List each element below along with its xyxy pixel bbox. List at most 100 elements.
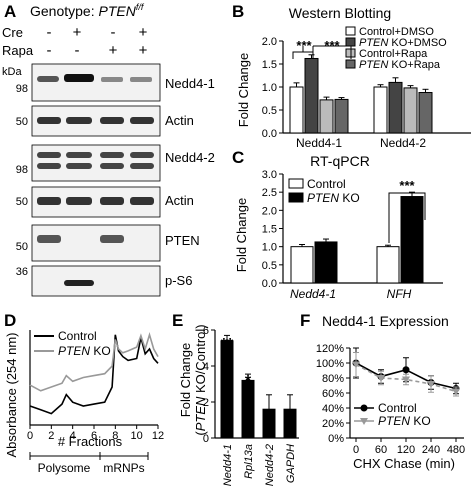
panel-c-ytick-label-0-0: 0.0 bbox=[262, 278, 277, 290]
band-actin2-lane4 bbox=[130, 197, 154, 205]
panel-e-bars bbox=[220, 334, 297, 439]
panel-e-ytick-label-2: 2 bbox=[203, 397, 209, 409]
rapa-sign-3: + bbox=[109, 42, 118, 59]
panel-b-legend-label-4: PTEN KO+Rapa bbox=[359, 59, 441, 71]
panel-d-axes: 0 2 4 6 8 10 12 bbox=[27, 330, 164, 442]
panel-c-legend-label-2: PTEN KO bbox=[307, 191, 360, 205]
cre-row-label: Cre bbox=[2, 25, 23, 40]
blot-label-nedd4-1: Nedd4-1 bbox=[165, 76, 215, 91]
bar-b-nedd4-2-s4 bbox=[418, 92, 433, 134]
blot-label-pten: PTEN bbox=[165, 233, 200, 248]
panel-f-lines bbox=[352, 347, 460, 397]
panel-e-ytick-label-4: 4 bbox=[203, 361, 209, 373]
panel-f-point-s2-0 bbox=[352, 361, 360, 369]
panel-c-axes: 0.0 0.5 1.0 1.5 2.0 2.5 3.0 Nedd4-1 NFH bbox=[262, 169, 443, 301]
panel-f-ytick-label-60: 60% bbox=[322, 388, 344, 400]
panel-d-xtick-label-2: 2 bbox=[48, 430, 54, 442]
genotype-label: Genotype: PTENf/f bbox=[30, 2, 145, 19]
panel-b-legend-swatch-2 bbox=[345, 37, 356, 47]
bar-c-nedd4-1-s2 bbox=[314, 241, 338, 284]
panel-f-point-s1-120 bbox=[402, 366, 410, 374]
panel-f-xlabel: CHX Chase (min) bbox=[353, 456, 455, 471]
bar-b-nedd4-2-s1 bbox=[373, 86, 388, 134]
panel-f-legend-marker-1 bbox=[360, 404, 368, 412]
bar-b-nedd4-1-s3 bbox=[319, 99, 334, 134]
band-nedd4-2-top-lane1 bbox=[37, 152, 61, 158]
panel-a-letter: A bbox=[4, 2, 16, 21]
sig-stars-c: *** bbox=[399, 178, 415, 193]
panel-b-ytick-label-0-5: 0.5 bbox=[262, 105, 277, 117]
panel-e-axes: 0 2 4 6 Nedd4-1 Rpl13a Nedd4-2 GAPDH bbox=[203, 325, 299, 486]
panel-f-legend-marker-2 bbox=[360, 418, 368, 425]
panel-c-ytick-label-3-0: 3.0 bbox=[262, 169, 277, 181]
band-nedd4-2-bot-lane2 bbox=[66, 163, 92, 169]
marker-98-a: 98 bbox=[16, 83, 28, 95]
panel-e-category-rpl13a: Rpl13a bbox=[243, 444, 255, 479]
panel-b-legend-label-3: Control+Rapa bbox=[359, 48, 428, 60]
bar-c-nfh-s2 bbox=[400, 196, 424, 284]
panel-c-ytick-label-0-5: 0.5 bbox=[262, 260, 277, 272]
panel-b-legend-label-1: Control+DMSO bbox=[359, 26, 434, 38]
marker-50-b: 50 bbox=[16, 196, 28, 208]
panel-f-point-s2-120 bbox=[402, 376, 410, 384]
panel-b-legend-swatch-4 bbox=[345, 59, 356, 69]
panel-b-letter: B bbox=[232, 2, 244, 21]
panel-c-category-nfh: NFH bbox=[387, 287, 412, 301]
panel-f-ytick-label-120: 120% bbox=[316, 343, 344, 355]
region-polysome: Polysome bbox=[38, 461, 91, 475]
bar-e-nedd4-2 bbox=[262, 408, 276, 439]
panel-f-ytick-label-80: 80% bbox=[322, 373, 344, 385]
panel-d-xtick-label-0: 0 bbox=[27, 430, 33, 442]
panel-c-legend-swatch-2 bbox=[288, 192, 304, 203]
panel-f-ytick-label-100: 100% bbox=[316, 358, 344, 370]
panel-c-category-nedd4-1: Nedd4-1 bbox=[290, 287, 336, 301]
band-actin2-lane3 bbox=[100, 197, 124, 205]
panel-f-xtick-label-120: 120 bbox=[397, 444, 415, 456]
panel-f-xtick-label-480: 480 bbox=[447, 444, 465, 456]
cre-sign-1: - bbox=[47, 24, 52, 41]
panel-e-category-nedd4-2: Nedd4-2 bbox=[264, 444, 276, 486]
blot-label-nedd4-2: Nedd4-2 bbox=[165, 150, 215, 165]
sig-bracket-c bbox=[388, 192, 426, 243]
band-nedd4-1-lane2 bbox=[64, 74, 94, 82]
panel-d-trace-1 bbox=[29, 334, 159, 415]
bar-b-nedd4-1-s2 bbox=[304, 57, 319, 134]
blot-label-actin-2: Actin bbox=[165, 193, 194, 208]
rapa-row-label: Rapa bbox=[2, 43, 34, 58]
panel-e-ytick-label-6: 6 bbox=[203, 325, 209, 337]
band-actin1-lane3 bbox=[100, 117, 124, 124]
band-actin1-lane1 bbox=[37, 117, 61, 124]
sig-bracket-b1 bbox=[292, 51, 314, 59]
panel-d-trace-2 bbox=[29, 332, 159, 392]
panel-f-point-s2-240 bbox=[427, 381, 435, 388]
panel-e-letter: E bbox=[172, 311, 183, 330]
cre-sign-4: + bbox=[139, 24, 148, 41]
panel-f-line-2 bbox=[355, 363, 457, 393]
panel-c-ytick-label-1-0: 1.0 bbox=[262, 242, 277, 254]
panel-b-legend-label-2: PTEN KO+DMSO bbox=[359, 37, 447, 49]
panel-d-xtick-label-10: 10 bbox=[131, 430, 143, 442]
panel-d-legend-label-1: Control bbox=[58, 329, 97, 343]
panel-d: D Absorbance (254 nm) 0 2 4 6 8 10 12 ControlP… bbox=[4, 311, 164, 475]
panel-e-ylabel-2: (PTEN KO/Control) bbox=[193, 324, 208, 435]
region-mrnps: mRNPs bbox=[103, 461, 144, 475]
band-nedd4-2-bot-lane4 bbox=[130, 163, 154, 169]
blot-ps6 bbox=[31, 265, 161, 297]
blot-label-actin-1: Actin bbox=[165, 113, 194, 128]
band-nedd4-1-lane1 bbox=[37, 76, 59, 82]
panel-b-legend-swatch-1 bbox=[345, 26, 356, 36]
bar-b-nedd4-2-s3 bbox=[403, 87, 418, 134]
panel-d-ylabel: Absorbance (254 nm) bbox=[4, 332, 19, 457]
panel-b-significance: *** *** bbox=[292, 38, 352, 59]
sig-stars-b1: *** bbox=[296, 38, 312, 53]
panel-b-ytick-label-1-5: 1.5 bbox=[262, 59, 277, 71]
sig-stars-b2: *** bbox=[324, 38, 340, 53]
panel-b-ylabel: Fold Change bbox=[236, 53, 251, 127]
marker-50-c: 50 bbox=[16, 241, 28, 253]
panel-b: B Western Blotting Fold Change 0.0 0.5 1.0… bbox=[232, 2, 471, 150]
band-actin1-lane2 bbox=[66, 117, 92, 124]
